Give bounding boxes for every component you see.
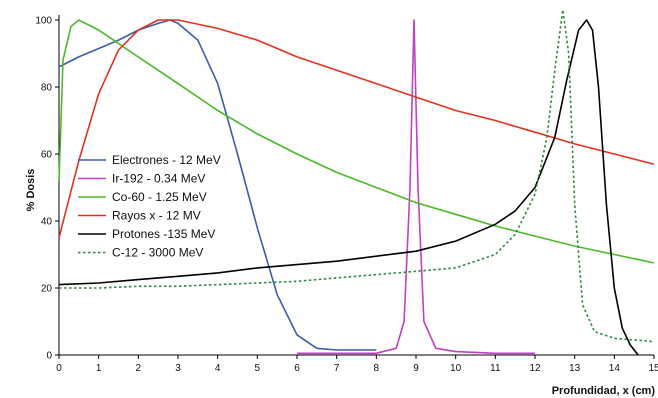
x-tick-label: 6 xyxy=(294,363,300,374)
x-tick-label: 0 xyxy=(56,363,62,374)
y-tick-label: 20 xyxy=(41,284,53,295)
x-tick-label: 1 xyxy=(96,363,102,374)
series-line xyxy=(297,19,535,355)
x-axis-label: Profundidad, x (cm) xyxy=(552,385,656,397)
series-line xyxy=(58,19,655,238)
x-tick-label: 3 xyxy=(175,363,181,374)
series-line xyxy=(58,19,655,264)
curves xyxy=(58,9,655,356)
x-tick-label: 14 xyxy=(609,363,621,374)
y-tick-label: 100 xyxy=(35,16,52,27)
x-tick-label: 9 xyxy=(413,363,419,374)
x-tick-label: 15 xyxy=(648,363,658,374)
series-line xyxy=(59,9,655,343)
y-tick-label: 60 xyxy=(41,150,53,161)
legend-label: Electrones - 12 MeV xyxy=(112,153,221,167)
y-tick-label: 80 xyxy=(41,83,53,94)
x-tick-label: 2 xyxy=(136,363,142,374)
x-tick-label: 8 xyxy=(374,363,380,374)
series-line xyxy=(58,19,377,351)
y-tick-label: 0 xyxy=(46,351,52,362)
x-tick-label: 12 xyxy=(529,363,541,374)
legend: Electrones - 12 MeV Ir-192 - 0.34 MeV Co-6… xyxy=(78,153,221,260)
x-tick-label: 11 xyxy=(490,363,501,374)
series-line xyxy=(58,19,639,356)
y-axis-label: % Dosis xyxy=(25,169,37,212)
x-tick-label: 7 xyxy=(334,363,340,374)
legend-label: C-12 - 3000 MeV xyxy=(112,246,203,260)
legend-label: Protones -135 MeV xyxy=(112,227,215,241)
x-tick-label: 5 xyxy=(255,363,261,374)
x-tick-label: 13 xyxy=(569,363,581,374)
x-tick-label: 10 xyxy=(450,363,462,374)
legend-label: Co-60 - 1.25 MeV xyxy=(112,190,207,204)
legend-label: Rayos x - 12 MV xyxy=(112,209,201,223)
legend-label: Ir-192 - 0.34 MeV xyxy=(112,172,205,186)
x-tick-label: 4 xyxy=(215,363,221,374)
y-tick-label: 40 xyxy=(41,217,53,228)
